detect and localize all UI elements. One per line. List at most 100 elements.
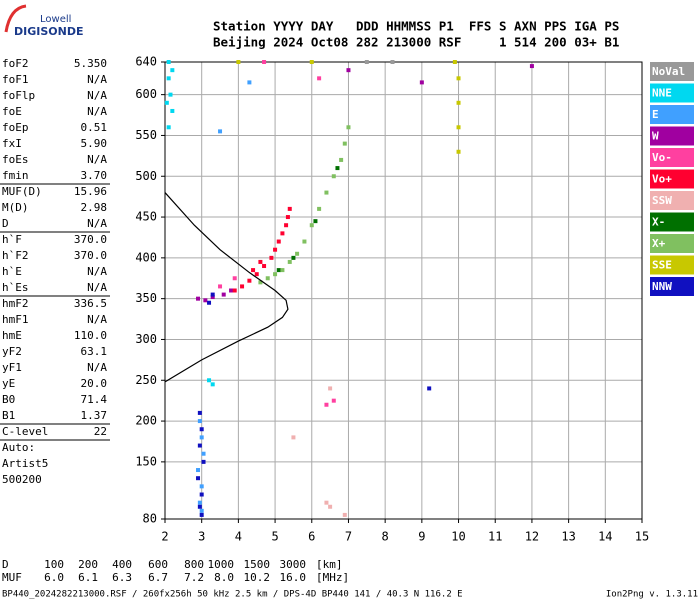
echo — [285, 215, 290, 220]
echo — [317, 76, 322, 81]
y-tick-label: 150 — [135, 454, 157, 468]
param-name: h`Es — [2, 281, 29, 294]
param-name: hmF2 — [2, 297, 29, 310]
param-name: h`F — [2, 233, 22, 246]
param-value: 22 — [94, 425, 107, 438]
param-name: foFlp — [2, 89, 35, 102]
param-name: yE — [2, 377, 15, 390]
muf-cell: [km] — [316, 558, 343, 571]
param-value: N/A — [87, 313, 107, 326]
echo — [262, 60, 267, 64]
param-name: foEs — [2, 153, 29, 166]
echo — [247, 278, 252, 283]
param-name: h`E — [2, 265, 22, 278]
x-tick-label: 7 — [345, 530, 352, 544]
echo — [287, 259, 292, 264]
echo — [331, 398, 336, 403]
y-tick-label: 300 — [135, 332, 157, 346]
param-value: 3.70 — [81, 169, 108, 182]
param-value: N/A — [87, 265, 107, 278]
echo — [309, 223, 314, 228]
muf-cell: 600 — [148, 558, 168, 571]
echo — [166, 60, 171, 64]
echo — [207, 378, 212, 383]
param-value: 1.37 — [81, 409, 108, 422]
legend-swatch — [650, 148, 694, 167]
param-value: N/A — [87, 361, 107, 374]
muf-cell: 1500 — [244, 558, 271, 571]
muf-cell: [MHz] — [316, 571, 349, 584]
echo — [201, 451, 206, 456]
legend-swatch — [650, 83, 694, 103]
muf-cell: 16.0 — [280, 571, 307, 584]
param-value: N/A — [87, 281, 107, 294]
echo — [364, 60, 369, 64]
echo — [287, 206, 292, 211]
echo — [529, 64, 534, 69]
x-tick-label: 4 — [235, 530, 242, 544]
legend-label: X+ — [652, 237, 666, 250]
echo — [317, 206, 322, 211]
echo — [236, 60, 241, 64]
echo — [168, 92, 173, 97]
echo — [265, 276, 270, 281]
echo — [262, 264, 267, 269]
param-name: MUF(D) — [2, 185, 42, 198]
legend-swatch — [650, 126, 694, 146]
echo — [247, 80, 252, 85]
echo — [210, 295, 215, 300]
param-value: 71.4 — [81, 393, 108, 406]
echo — [232, 288, 237, 293]
x-tick-label: 2 — [161, 530, 168, 544]
echo — [313, 219, 318, 224]
echo — [251, 268, 256, 273]
echo — [342, 141, 347, 146]
echo — [328, 386, 333, 391]
echo — [197, 500, 202, 505]
legend-label: Vo- — [652, 151, 672, 164]
param-name: hmE — [2, 329, 22, 342]
note: Auto: — [2, 441, 35, 454]
y-tick-label: 400 — [135, 250, 157, 264]
echo — [280, 268, 285, 273]
echo — [456, 149, 461, 154]
echo — [166, 76, 171, 81]
x-tick-label: 11 — [488, 530, 502, 544]
muf-cell: 6.0 — [44, 571, 64, 584]
legend-label: SSW — [652, 194, 672, 207]
x-tick-label: 14 — [598, 530, 612, 544]
y-tick-label: 640 — [135, 55, 157, 69]
param-value: N/A — [87, 105, 107, 118]
echo — [203, 298, 208, 303]
param-value: 5.90 — [81, 137, 108, 150]
legend-label: Vo+ — [652, 173, 672, 186]
logo-swoosh — [4, 4, 27, 33]
muf-cell: D — [2, 558, 9, 571]
echo — [196, 468, 201, 473]
muf-cell: 1000 — [208, 558, 235, 571]
echo — [291, 435, 296, 440]
echo — [199, 484, 204, 489]
param-name: fxI — [2, 137, 22, 150]
legend-label: NNW — [652, 280, 672, 293]
echo — [197, 410, 202, 415]
echo — [346, 68, 351, 73]
legend-swatch — [650, 255, 694, 275]
muf-cell: 6.7 — [148, 571, 168, 584]
echo — [197, 419, 202, 424]
legend-swatch — [650, 169, 694, 189]
echo — [309, 60, 314, 64]
echo — [170, 68, 175, 73]
echo — [390, 60, 395, 64]
x-tick-label: 6 — [308, 530, 315, 544]
echo — [269, 255, 274, 260]
echo — [218, 284, 223, 289]
legend-swatch — [650, 277, 694, 296]
muf-cell: 7.2 — [184, 571, 204, 584]
echo — [276, 239, 281, 244]
y-tick-label: 350 — [135, 291, 157, 305]
echo — [254, 272, 259, 277]
param-value: N/A — [87, 217, 107, 230]
echo — [456, 100, 461, 105]
